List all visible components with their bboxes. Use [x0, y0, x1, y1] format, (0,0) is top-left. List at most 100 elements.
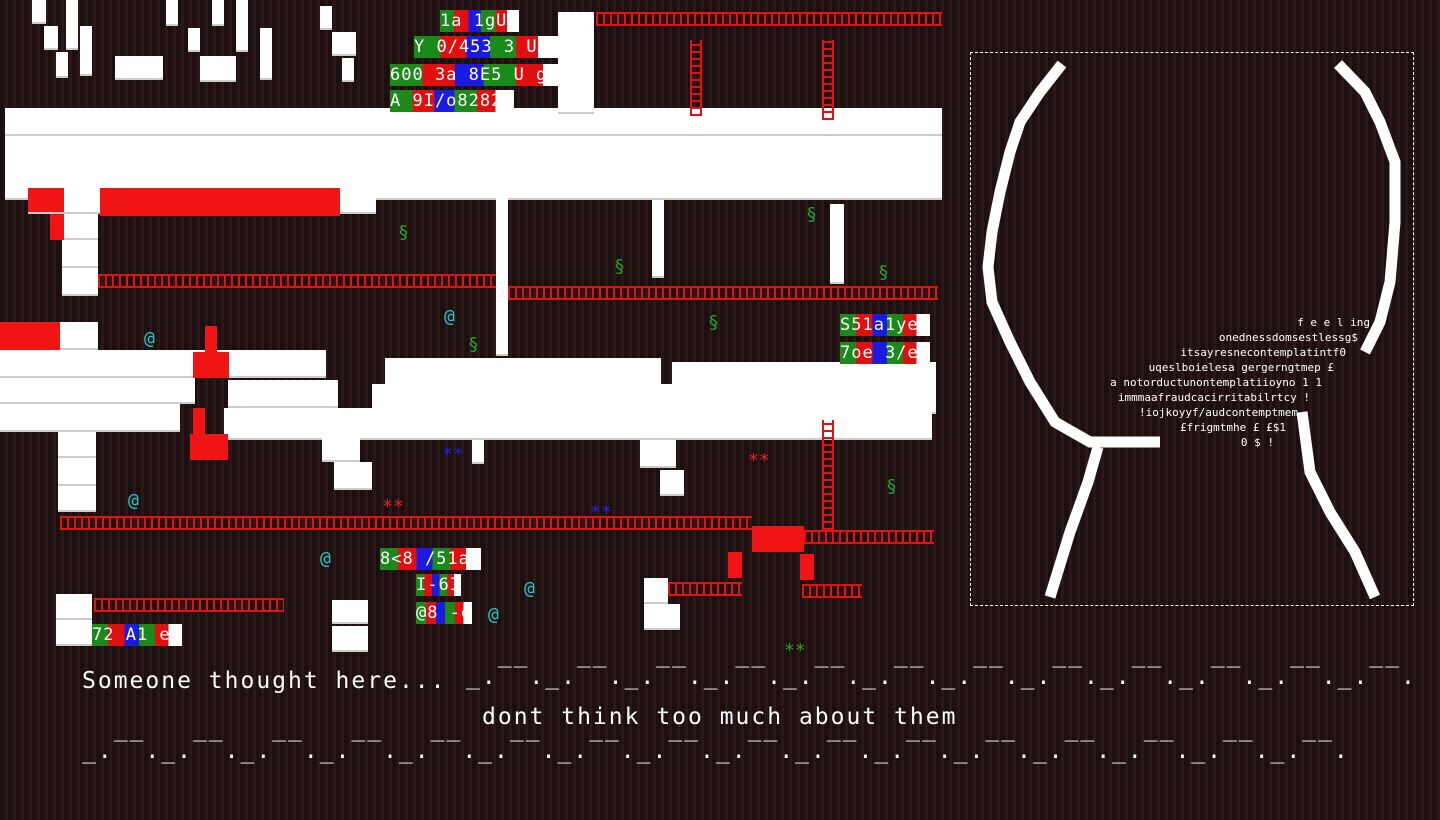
panel-text: £frigmtmhe £ £$1 — [1180, 421, 1286, 434]
block — [58, 486, 96, 512]
panel-text: a notorductunontemplatiioyno 1 1 — [1110, 376, 1322, 389]
block — [62, 240, 98, 268]
block — [644, 604, 680, 630]
block — [0, 404, 180, 432]
rail — [668, 582, 742, 596]
block — [0, 350, 326, 378]
block — [66, 0, 78, 50]
block — [385, 358, 661, 386]
curve — [1334, 60, 1401, 355]
rail — [804, 530, 934, 544]
block — [652, 200, 664, 278]
wave: _.‾‾._.‾‾._.‾‾._.‾‾._.‾‾._.‾‾._.‾‾._.‾‾.… — [466, 664, 1417, 690]
red-block — [728, 552, 742, 578]
block — [472, 440, 484, 464]
red-block — [193, 408, 205, 434]
block — [56, 620, 92, 646]
symbol: @ — [524, 578, 535, 599]
block — [56, 594, 92, 620]
symbol: § — [806, 204, 817, 225]
symbol: § — [886, 476, 897, 497]
block — [558, 12, 594, 114]
symbol: § — [614, 256, 625, 277]
block — [644, 578, 668, 604]
block — [640, 440, 676, 468]
panel-frame — [970, 52, 1414, 606]
red-block — [100, 188, 340, 216]
glyph-row: 600 3a 8E5 U g9- — [390, 64, 570, 86]
symbol: ** — [442, 444, 464, 465]
block — [44, 26, 58, 50]
panel-text: uqeslboielesa gergerngtmep £ — [1148, 361, 1334, 374]
rail — [98, 274, 496, 288]
curve — [1044, 445, 1104, 599]
symbol: @ — [444, 306, 455, 327]
block — [0, 378, 195, 404]
red-block — [193, 352, 229, 378]
red-block — [0, 322, 60, 350]
rail — [508, 286, 938, 300]
symbol: ** — [382, 496, 404, 517]
curve — [982, 60, 1160, 448]
block — [5, 136, 942, 166]
red-block — [800, 554, 814, 580]
rail — [94, 598, 284, 612]
symbol: @ — [144, 328, 155, 349]
glyph-row: 72 A1 e8 — [92, 624, 182, 646]
message-line: dont think too much about them — [482, 704, 958, 730]
block — [188, 28, 200, 52]
symbol: § — [878, 262, 889, 283]
panel-text: !iojkoyyf/audcontemptmem — [1139, 406, 1298, 419]
rail — [60, 516, 752, 530]
panel-text: onednessdomsestlessg$ — [1218, 331, 1358, 344]
rail — [822, 420, 834, 530]
symbol: ** — [784, 640, 806, 661]
red-block — [190, 434, 228, 460]
block — [166, 0, 178, 26]
red-block — [50, 214, 64, 240]
block — [62, 268, 98, 296]
block — [334, 462, 372, 490]
panel-text: 0 $ ! — [1240, 436, 1274, 449]
block — [322, 436, 360, 462]
block — [212, 0, 224, 26]
glyph-row: S51a1ye* — [840, 314, 930, 336]
symbol: @ — [320, 548, 331, 569]
rail — [802, 584, 862, 598]
red-block — [28, 188, 64, 212]
curve — [1296, 411, 1381, 600]
symbol: @ — [488, 604, 499, 625]
block — [342, 58, 354, 82]
rail — [596, 12, 942, 26]
block — [80, 26, 92, 76]
block — [260, 28, 272, 80]
message-line: Someone thought here... — [82, 668, 447, 694]
block — [320, 6, 332, 30]
glyph-row: A 9I/o8282y — [390, 90, 514, 112]
rail — [690, 40, 702, 116]
symbol: @ — [128, 490, 139, 511]
block — [660, 470, 684, 496]
panel-text: f e e l ing — [1297, 316, 1370, 329]
block — [332, 32, 356, 56]
glyph-row: Y 0/453 3 U a — [414, 36, 561, 58]
block — [332, 600, 368, 624]
panel-text: itsayresnecontemplatintf0 — [1180, 346, 1346, 359]
block — [332, 626, 368, 652]
rail — [822, 40, 834, 120]
red-block — [752, 526, 804, 552]
symbol: § — [708, 312, 719, 333]
block — [115, 56, 163, 80]
block — [200, 56, 236, 82]
block — [224, 408, 932, 440]
block — [496, 196, 508, 356]
glyph-row: 1a 1gU9 — [440, 10, 519, 32]
symbol: § — [398, 222, 409, 243]
block — [236, 0, 248, 52]
block — [32, 0, 46, 24]
glyph-row: 8<8 /51aA — [380, 548, 482, 570]
wave: _.‾‾._.‾‾._.‾‾._.‾‾._.‾‾._.‾‾._.‾‾._.‾‾.… — [82, 738, 1350, 764]
